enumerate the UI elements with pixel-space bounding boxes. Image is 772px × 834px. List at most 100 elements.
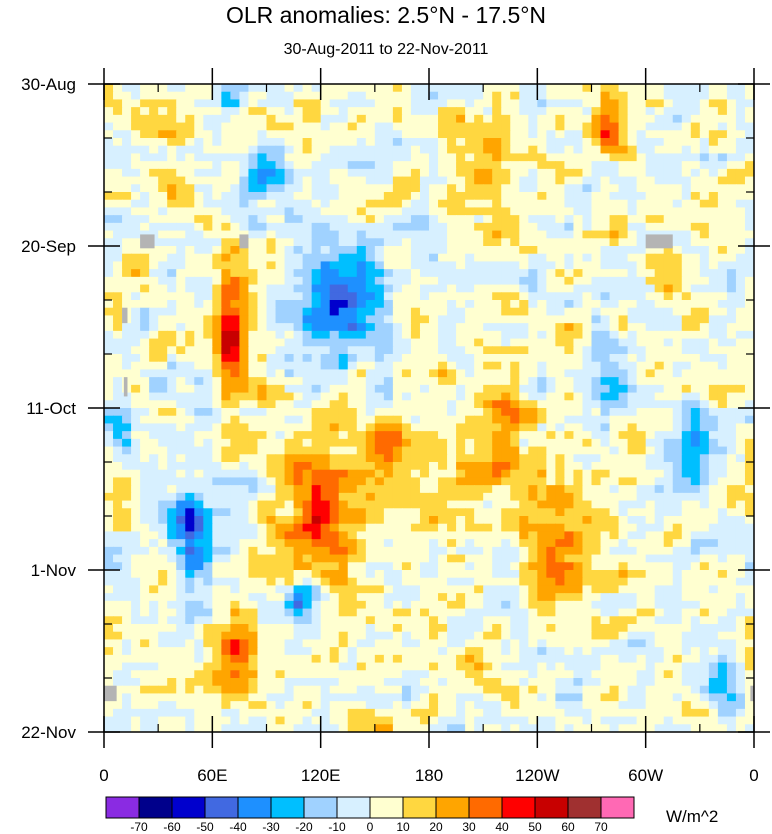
heatmap-cell xyxy=(519,369,529,378)
heatmap-cell xyxy=(248,608,259,617)
heatmap-cell xyxy=(392,500,403,509)
heatmap-cell xyxy=(645,99,656,108)
heatmap-cell xyxy=(483,168,493,178)
heatmap-cell xyxy=(383,361,394,371)
heatmap-cell xyxy=(329,508,340,517)
heatmap-cell xyxy=(104,292,114,301)
heatmap-cell xyxy=(492,593,502,602)
heatmap-cell xyxy=(131,500,141,509)
heatmap-cell xyxy=(212,261,222,270)
heatmap-cell xyxy=(546,516,556,525)
heatmap-cell xyxy=(113,207,123,216)
heatmap-cell xyxy=(528,138,538,147)
heatmap-cell xyxy=(347,384,358,394)
heatmap-cell xyxy=(456,330,466,340)
heatmap-cell xyxy=(492,415,502,425)
heatmap-cell xyxy=(302,215,313,224)
heatmap-cell xyxy=(483,84,493,93)
heatmap-cell xyxy=(465,199,475,209)
heatmap-cell xyxy=(555,500,566,509)
heatmap-cell xyxy=(266,238,277,247)
heatmap-cell xyxy=(591,562,602,571)
heatmap-cell xyxy=(212,114,222,124)
heatmap-cell xyxy=(726,176,737,185)
heatmap-cell xyxy=(221,192,231,201)
heatmap-cell xyxy=(663,485,674,494)
heatmap-cell xyxy=(347,307,358,317)
heatmap-cell xyxy=(654,84,665,93)
heatmap-cell xyxy=(726,392,737,401)
heatmap-cell xyxy=(618,215,629,224)
heatmap-cell xyxy=(419,477,430,486)
heatmap-cell xyxy=(690,608,701,617)
heatmap-cell xyxy=(672,300,683,309)
heatmap-cell xyxy=(591,168,602,178)
heatmap-cell xyxy=(356,570,367,579)
heatmap-cell xyxy=(131,122,141,131)
heatmap-cell xyxy=(311,477,322,486)
heatmap-cell xyxy=(537,238,547,247)
heatmap-cell xyxy=(654,392,665,401)
heatmap-cell xyxy=(194,423,204,432)
heatmap-cell xyxy=(456,377,466,386)
heatmap-cell xyxy=(284,492,295,502)
heatmap-cell xyxy=(248,91,259,101)
heatmap-cell xyxy=(681,207,692,216)
heatmap-cell xyxy=(591,523,602,533)
heatmap-cell xyxy=(383,315,394,324)
heatmap-cell xyxy=(113,516,123,525)
heatmap-cell xyxy=(347,377,358,386)
heatmap-cell xyxy=(708,107,719,116)
heatmap-cell xyxy=(528,400,538,409)
heatmap-cell xyxy=(501,531,511,540)
heatmap-cell xyxy=(456,300,466,309)
heatmap-cell xyxy=(447,562,457,571)
heatmap-cell xyxy=(735,300,746,309)
heatmap-cell xyxy=(104,577,114,587)
heatmap-cell xyxy=(149,531,159,540)
heatmap-cell xyxy=(248,192,259,201)
heatmap-cell xyxy=(257,593,268,602)
heatmap-cell xyxy=(230,600,241,610)
heatmap-cell xyxy=(401,346,412,355)
heatmap-cell xyxy=(465,354,475,363)
heatmap-cell xyxy=(627,168,638,178)
heatmap-cell xyxy=(708,246,719,255)
heatmap-cell xyxy=(284,269,295,278)
heatmap-cell xyxy=(618,338,629,347)
heatmap-cell xyxy=(149,300,159,309)
heatmap-cell xyxy=(744,168,754,178)
heatmap-cell xyxy=(410,284,421,293)
heatmap-cell xyxy=(600,176,611,185)
heatmap-cell xyxy=(158,99,168,108)
heatmap-cell xyxy=(474,215,484,224)
heatmap-cell xyxy=(564,384,575,394)
heatmap-cell xyxy=(627,199,638,209)
heatmap-cell xyxy=(347,462,358,471)
heatmap-cell xyxy=(221,369,231,378)
heatmap-cell xyxy=(185,392,195,401)
heatmap-cell xyxy=(735,485,746,494)
heatmap-cell xyxy=(149,608,159,617)
heatmap-cell xyxy=(591,238,602,247)
heatmap-cell xyxy=(356,593,367,602)
heatmap-cell xyxy=(284,546,295,556)
heatmap-cell xyxy=(654,269,665,278)
heatmap-cell xyxy=(122,84,132,93)
heatmap-cell xyxy=(104,600,114,610)
heatmap-cell xyxy=(438,570,448,579)
heatmap-cell xyxy=(447,415,457,425)
heatmap-cell xyxy=(311,454,322,463)
heatmap-cell xyxy=(338,531,349,540)
heatmap-cell xyxy=(501,284,511,293)
heatmap-cell xyxy=(501,608,511,617)
heatmap-cell xyxy=(320,539,331,548)
heatmap-cell xyxy=(609,485,620,494)
heatmap-cell xyxy=(564,369,575,378)
heatmap-cell xyxy=(410,276,421,286)
heatmap-cell xyxy=(212,469,222,479)
heatmap-cell xyxy=(663,99,674,108)
heatmap-cell xyxy=(438,145,448,155)
heatmap-cell xyxy=(438,276,448,286)
heatmap-cell xyxy=(519,585,529,594)
